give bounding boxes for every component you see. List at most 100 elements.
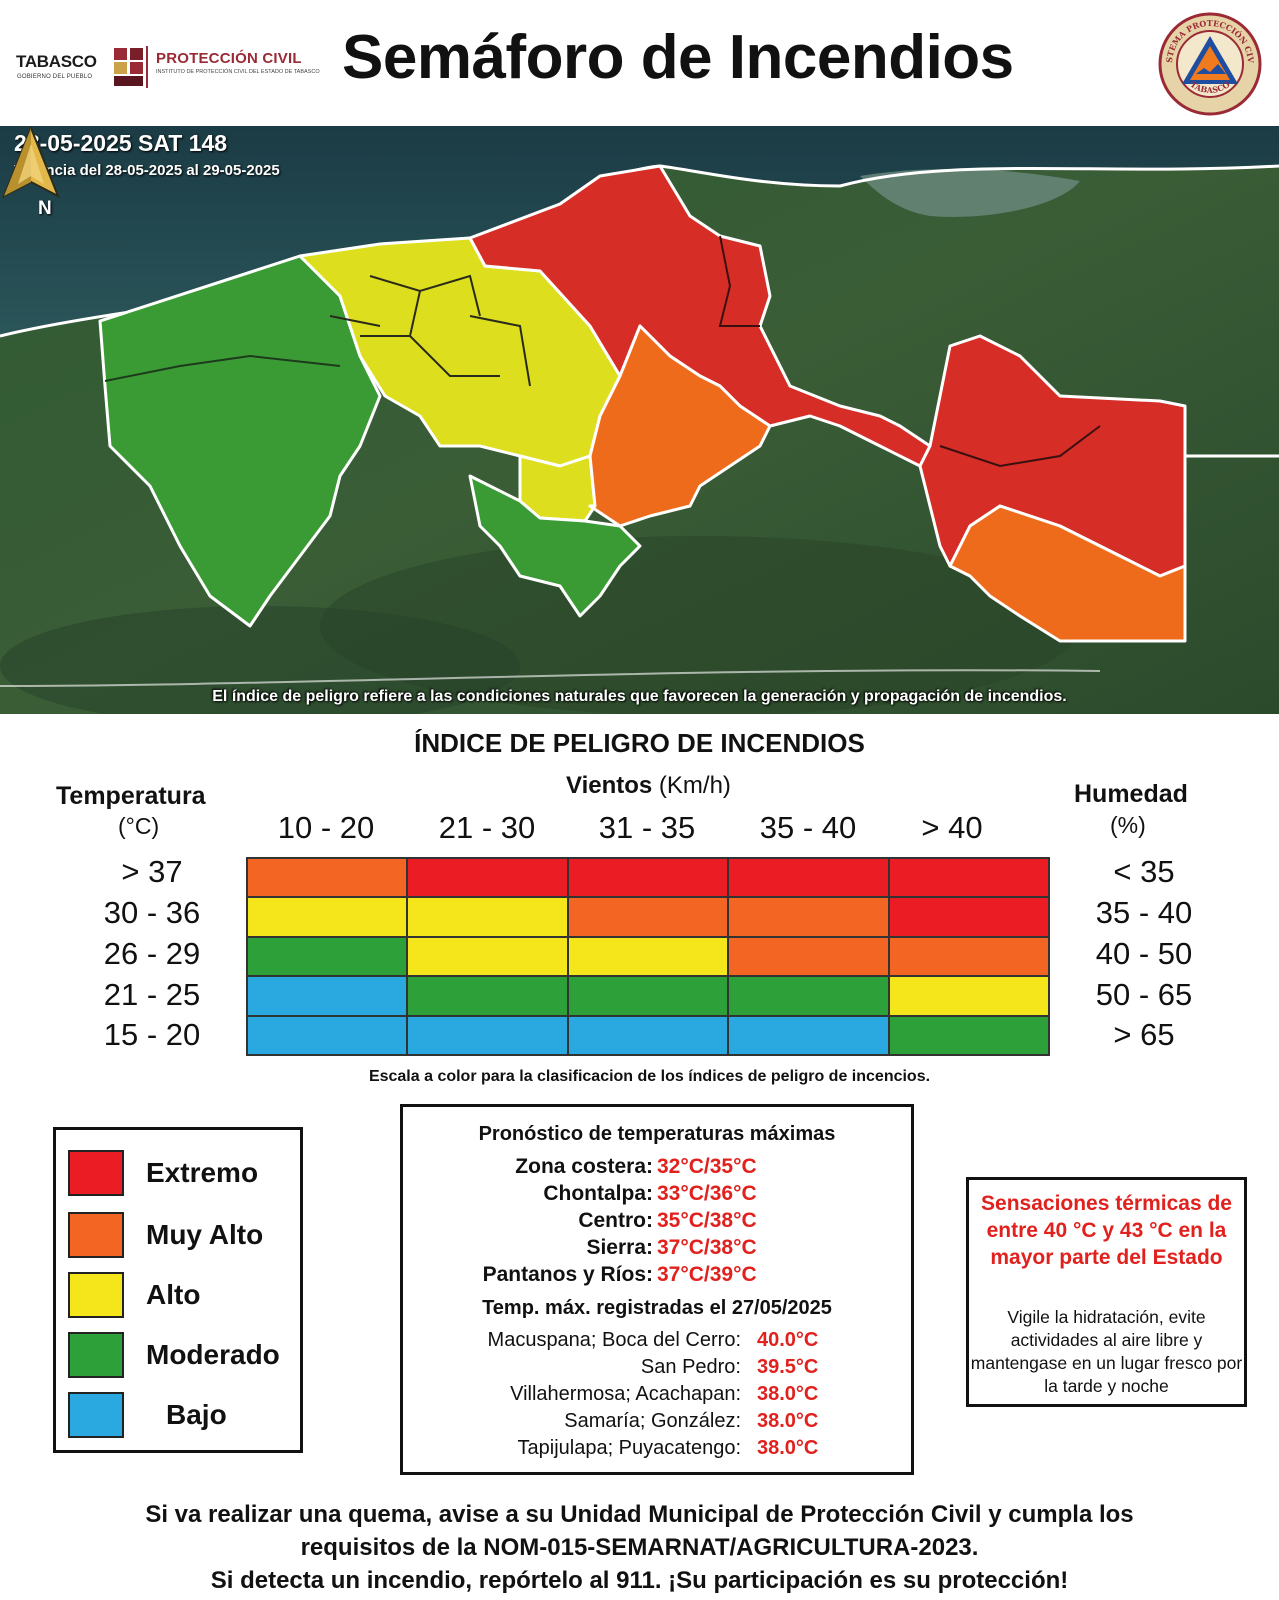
danger-cell-bajo	[729, 1016, 888, 1054]
forecast-row: Chontalpa: 33°C/36°C	[403, 1182, 911, 1208]
danger-cell-extremo	[889, 898, 1048, 936]
footer-line-3: Si detecta un incendio, repórtelo al 911…	[210, 1567, 1069, 1594]
logo-divider	[146, 46, 148, 88]
footer-line-2: requisitos de la NOM-015-SEMARNAT/AGRICU…	[300, 1534, 979, 1561]
legend-label: Moderado	[146, 1339, 280, 1370]
danger-cell-bajo	[248, 1016, 407, 1054]
wind-range-4: 35 - 40	[759, 810, 857, 845]
temperature-label: Temperatura	[56, 782, 206, 810]
legend-label: Muy Alto	[146, 1219, 264, 1250]
forecast-value: 35°C/38°C	[657, 1209, 757, 1232]
temperature-range-2: 30 - 36	[103, 895, 201, 930]
forecast-zone: Pantanos y Ríos:	[482, 1263, 653, 1286]
forecast-value: 37°C/38°C	[657, 1236, 757, 1259]
recorded-row: San Pedro: 39.5°C	[403, 1356, 911, 1382]
map-date: 28-05-2025 SAT 148	[14, 130, 228, 156]
danger-cell-alto	[408, 898, 567, 936]
recorded-row: Samaría; González: 38.0°C	[403, 1410, 911, 1436]
footer-line-1: Si va realizar una quema, avise a su Uni…	[145, 1501, 1134, 1528]
forecast-box: Pronóstico de temperaturas máximas Zona …	[400, 1104, 914, 1475]
danger-cell-muy-alto	[889, 937, 1048, 976]
thermal-sensation-box: Sensaciones térmicas de entre 40 °C y 43…	[966, 1177, 1247, 1407]
scale-caption: Escala a color para la clasificacion de …	[368, 1068, 931, 1085]
seal-text-bottom: TABASCO	[1188, 79, 1231, 95]
map-note: El índice de peligro refiere a las condi…	[212, 688, 1067, 705]
wind-range-3: 31 - 35	[598, 810, 696, 845]
region-tenosique-muy-alto	[948, 504, 1187, 643]
satellite-map: 28-05-2025 SAT 148 Vigencia del 28-05-20…	[0, 126, 1279, 714]
lagoon-area	[860, 169, 1080, 217]
state-border-south	[0, 669, 1101, 687]
temperature-range-1: > 37	[121, 854, 183, 889]
danger-cell-moderado	[408, 977, 567, 1015]
danger-index-grid	[246, 857, 1050, 1056]
humidity-range-3: 40 - 50	[1095, 936, 1193, 971]
recorded-title: Temp. máx. registradas el 27/05/2025	[482, 1297, 832, 1319]
proteccion-civil-logo-subtext: INSTITUTO DE PROTECCIÓN CIVIL DEL ESTADO…	[156, 69, 320, 75]
legend-label: Extremo	[146, 1157, 259, 1188]
temperature-unit: (°C)	[118, 813, 160, 839]
forecast-zone: Sierra:	[586, 1236, 653, 1259]
region-tacotalpa-moderado	[468, 474, 642, 618]
humidity-range-2: 35 - 40	[1095, 895, 1193, 930]
north-arrow-icon	[2, 126, 60, 199]
danger-cell-muy-alto	[248, 859, 407, 897]
proteccion-civil-seal-icon: SISTEMA PROTECCIÓN CIVIL TABASCO	[1158, 12, 1262, 116]
border-cardenas	[104, 354, 341, 382]
legend-label: Bajo	[166, 1399, 227, 1430]
humidity-range-1: < 35	[1113, 854, 1175, 889]
danger-cell-moderado	[729, 977, 888, 1015]
recorded-value: 40.0°C	[757, 1329, 819, 1351]
wind-unit: (Km/h)	[658, 772, 731, 799]
recorded-value: 38.0°C	[757, 1410, 819, 1432]
danger-cell-muy-alto	[568, 898, 728, 936]
legend-label: Alto	[146, 1279, 201, 1310]
legend-swatch	[68, 1392, 124, 1438]
tabasco-logo-subtext: GOBIERNO DEL PUEBLO	[17, 74, 93, 80]
temperature-range-5: 15 - 20	[103, 1017, 201, 1052]
danger-cell-muy-alto	[729, 937, 888, 976]
forecast-value: 33°C/36°C	[657, 1182, 757, 1205]
legend-item-muy-alto: Muy Alto	[68, 1212, 298, 1260]
recorded-place: Tapijulapa; Puyacatengo:	[517, 1437, 742, 1459]
danger-cell-moderado	[248, 937, 407, 976]
wind-label-text: Vientos	[566, 772, 653, 799]
legend-item-alto: Alto	[68, 1272, 298, 1320]
forecast-title: Pronóstico de temperaturas máximas	[478, 1123, 836, 1145]
tabasco-logo: TABASCO GOBIERNO DEL PUEBLO	[16, 40, 143, 90]
forecast-zone: Chontalpa:	[543, 1182, 653, 1205]
proteccion-civil-logo: PROTECCIÓN CIVIL INSTITUTO DE PROTECCIÓN…	[156, 50, 346, 90]
wind-range-2: 21 - 30	[438, 810, 536, 845]
map-canvas	[0, 126, 1279, 714]
danger-cell-extremo	[408, 859, 567, 897]
danger-cell-extremo	[568, 859, 728, 897]
recorded-row: Tapijulapa; Puyacatengo: 38.0°C	[403, 1437, 911, 1463]
legend-swatch	[68, 1272, 124, 1318]
danger-cell-bajo	[248, 977, 407, 1015]
header: TABASCO GOBIERNO DEL PUEBLO PROTECCIÓN C…	[0, 0, 1279, 126]
humidity-label: Humedad	[1074, 780, 1188, 808]
recorded-value: 38.0°C	[757, 1383, 819, 1405]
map-validity: Vigencia del 28-05-2025 al 29-05-2025	[14, 162, 280, 179]
recorded-value: 38.0°C	[757, 1437, 819, 1459]
danger-cell-alto	[568, 937, 728, 976]
index-title: ÍNDICE DE PELIGRO DE INCENDIOS	[414, 728, 865, 758]
footer-message: Si va realizar una quema, avise a su Uni…	[0, 1498, 1279, 1597]
tabasco-emblem-icon	[114, 48, 143, 86]
tabasco-logo-text: TABASCO	[16, 52, 97, 71]
forecast-value: 32°C/35°C	[657, 1155, 757, 1178]
thermal-advice: Vigile la hidratación, evite actividades…	[970, 1307, 1243, 1396]
region-macuspana-muy-alto	[588, 324, 772, 528]
forecast-value: 37°C/39°C	[657, 1263, 757, 1286]
legend-swatch	[68, 1150, 124, 1196]
danger-cell-moderado	[889, 1016, 1048, 1054]
forecast-row: Centro: 35°C/38°C	[403, 1209, 911, 1235]
forecast-zone: Centro:	[578, 1209, 653, 1232]
legend-swatch	[68, 1332, 124, 1378]
wind-range-5: > 40	[921, 810, 983, 845]
forecast-row: Zona costera: 32°C/35°C	[403, 1155, 911, 1181]
recorded-place: Samaría; González:	[564, 1410, 741, 1432]
wind-label: Vientos (Km/h)	[566, 772, 731, 800]
danger-cell-alto	[889, 977, 1048, 1015]
legend-item-extremo: Extremo	[68, 1150, 298, 1198]
